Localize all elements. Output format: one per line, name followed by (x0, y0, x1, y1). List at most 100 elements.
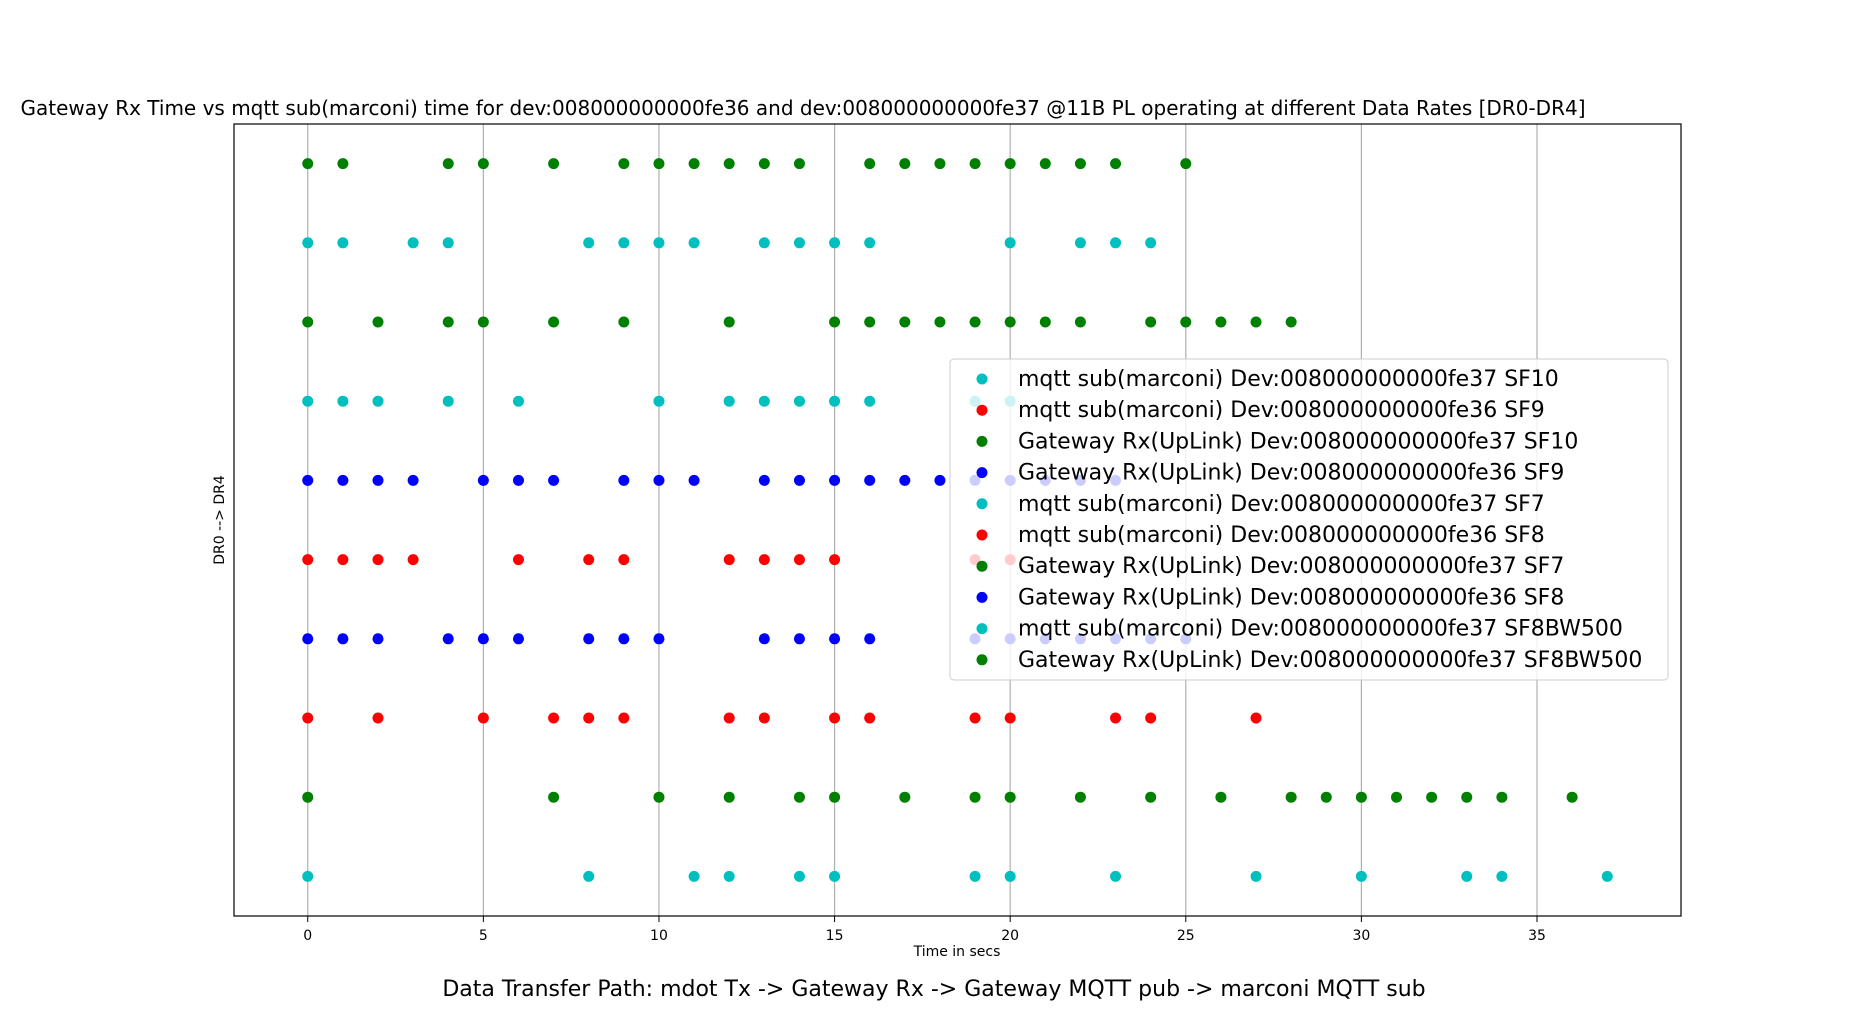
legend: mqtt sub(marconi) Dev:008000000000fe37 S… (949, 358, 1669, 681)
series-6-point (1074, 316, 1086, 328)
x-tick-label: 15 (826, 928, 844, 944)
series-3-point (512, 633, 524, 645)
x-tick-label: 10 (650, 928, 668, 944)
series-8-point (1145, 237, 1157, 249)
series-7-point (864, 474, 876, 486)
series-9-point (1004, 158, 1016, 170)
chart-caption: Data Transfer Path: mdot Tx -> Gateway R… (442, 977, 1425, 1002)
series-4-point (653, 395, 665, 407)
series-9-point (548, 158, 560, 170)
series-6-point (618, 316, 630, 328)
series-3-point (583, 633, 595, 645)
series-6-point (723, 316, 735, 328)
series-6-point (899, 316, 911, 328)
series-1-point (829, 712, 841, 724)
series-2-point (1285, 791, 1297, 803)
series-8-point (829, 237, 841, 249)
series-2-point (969, 791, 981, 803)
series-2-point (723, 791, 735, 803)
series-1-point (1004, 712, 1016, 724)
series-9-point (723, 158, 735, 170)
series-6-point (1145, 316, 1157, 328)
series-2-point (1391, 791, 1403, 803)
series-1-point (583, 712, 595, 724)
legend-entry-label: Gateway Rx(UpLink) Dev:008000000000fe37 … (1018, 429, 1578, 454)
series-6-point (1039, 316, 1051, 328)
series-6-point (1180, 316, 1192, 328)
series-6-point (1285, 316, 1297, 328)
x-tick-label: 5 (479, 928, 488, 944)
series-9-point (793, 158, 805, 170)
series-0-point (1461, 870, 1473, 882)
series-6-point (302, 316, 314, 328)
legend-entry-label: mqtt sub(marconi) Dev:008000000000fe37 S… (1018, 367, 1559, 392)
legend-marker (976, 373, 988, 385)
series-7-point (512, 474, 524, 486)
series-1-point (864, 712, 876, 724)
series-4-point (372, 395, 384, 407)
series-1-point (1250, 712, 1262, 724)
series-9-point (934, 158, 946, 170)
series-3-point (302, 633, 314, 645)
series-1-point (477, 712, 489, 724)
series-2-point (1426, 791, 1438, 803)
legend-marker (976, 467, 988, 479)
legend-marker (976, 654, 988, 666)
series-9-point (477, 158, 489, 170)
series-4-point (302, 395, 314, 407)
legend-entry-label: Gateway Rx(UpLink) Dev:008000000000fe37 … (1018, 554, 1564, 579)
series-9-point (1074, 158, 1086, 170)
legend-marker (976, 404, 988, 416)
series-5-point (302, 554, 314, 566)
series-8-point (1110, 237, 1122, 249)
series-0-point (1250, 870, 1262, 882)
series-6-point (1250, 316, 1262, 328)
x-axis-label: Time in secs (913, 944, 1001, 960)
legend-marker (976, 529, 988, 541)
series-9-point (969, 158, 981, 170)
series-4-point (337, 395, 349, 407)
series-9-point (337, 158, 349, 170)
series-0-point (302, 870, 314, 882)
series-0-point (688, 870, 700, 882)
series-3-point (653, 633, 665, 645)
series-8-point (407, 237, 419, 249)
series-4-point (864, 395, 876, 407)
series-6-point (1004, 316, 1016, 328)
series-7-point (477, 474, 489, 486)
series-6-point (442, 316, 454, 328)
y-axis-label: DR0 --> DR4 (212, 475, 228, 565)
series-9-point (864, 158, 876, 170)
series-3-point (829, 633, 841, 645)
series-8-point (583, 237, 595, 249)
series-4-point (512, 395, 524, 407)
series-7-point (372, 474, 384, 486)
series-6-point (1215, 316, 1227, 328)
series-8-point (442, 237, 454, 249)
series-5-point (829, 554, 841, 566)
series-2-point (829, 791, 841, 803)
series-1-point (618, 712, 630, 724)
series-9-point (618, 158, 630, 170)
series-0-point (829, 870, 841, 882)
series-4-point (793, 395, 805, 407)
legend-entry-label: mqtt sub(marconi) Dev:008000000000fe37 S… (1018, 617, 1623, 642)
series-5-point (793, 554, 805, 566)
series-9-point (1039, 158, 1051, 170)
series-9-point (758, 158, 770, 170)
legend-entry-label: Gateway Rx(UpLink) Dev:008000000000fe37 … (1018, 648, 1642, 673)
series-7-point (548, 474, 560, 486)
series-3-point (618, 633, 630, 645)
x-tick-label: 35 (1528, 928, 1546, 944)
legend-marker (976, 560, 988, 572)
series-8-point (793, 237, 805, 249)
series-8-point (653, 237, 665, 249)
series-4-point (829, 395, 841, 407)
legend-entry-label: Gateway Rx(UpLink) Dev:008000000000fe36 … (1018, 585, 1564, 610)
series-2-point (548, 791, 560, 803)
series-2-point (1215, 791, 1227, 803)
series-3-point (372, 633, 384, 645)
series-5-point (512, 554, 524, 566)
series-8-point (1004, 237, 1016, 249)
series-1-point (1110, 712, 1122, 724)
